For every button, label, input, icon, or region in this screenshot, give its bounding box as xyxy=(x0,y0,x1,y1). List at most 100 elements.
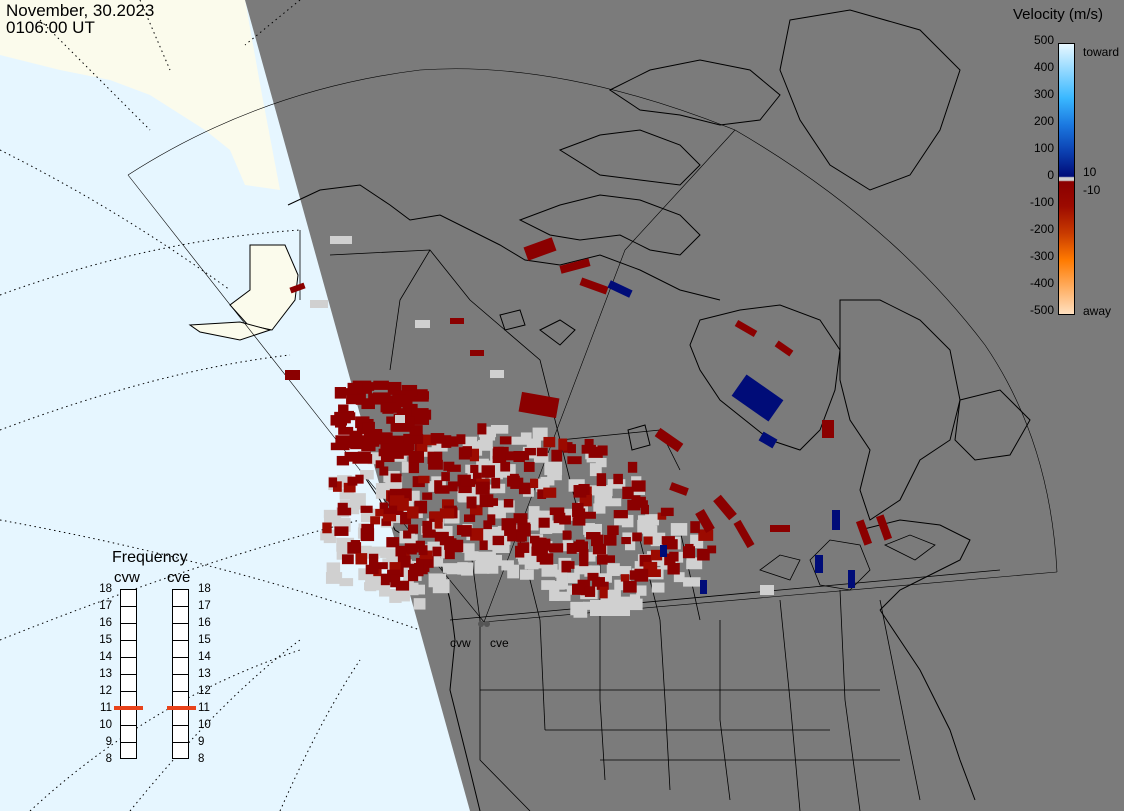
scatter-cell xyxy=(697,548,710,561)
velocity-tick: 100 xyxy=(1033,141,1054,155)
scatter-cell xyxy=(618,566,632,575)
frequency-tick: 10 xyxy=(198,719,211,731)
scatter-cell xyxy=(551,449,563,462)
scatter-cell xyxy=(492,448,504,459)
scatter-cell xyxy=(605,589,621,602)
scatter-cell xyxy=(408,462,420,474)
scatter-cell xyxy=(501,518,517,531)
scatter-cell xyxy=(487,514,496,526)
scatter-cell xyxy=(549,507,565,516)
scatter-cell xyxy=(372,392,391,405)
scatter-cell xyxy=(832,510,840,530)
scatter-cell xyxy=(613,473,623,485)
scatter-cell xyxy=(567,456,582,465)
velocity-tick: 0 xyxy=(1047,168,1054,182)
scatter-cell xyxy=(403,530,412,539)
scatter-cell xyxy=(487,498,499,506)
velocity-tick: 300 xyxy=(1033,87,1054,101)
coastlines xyxy=(287,9,1031,811)
scatter-cell xyxy=(490,370,504,378)
scatter-cell xyxy=(713,494,737,521)
scatter-cell xyxy=(558,438,568,451)
scatter-cell xyxy=(562,530,572,540)
scatter-cell xyxy=(395,415,405,423)
scatter-cell xyxy=(481,529,494,541)
scatter-cell xyxy=(409,393,429,402)
scatter-cell xyxy=(629,594,641,608)
scatter-cell xyxy=(454,539,464,553)
scatter-cell xyxy=(469,448,479,462)
scatter-cell xyxy=(338,426,354,435)
scatter-cell xyxy=(587,572,599,581)
scatter-cell xyxy=(614,514,629,526)
scatter-cell xyxy=(380,548,397,558)
scatter-cell xyxy=(855,519,873,546)
scatter-cell xyxy=(365,580,377,592)
scatter-cell xyxy=(594,498,605,512)
frequency-tick: 16 xyxy=(99,617,112,629)
scatter-cell xyxy=(574,565,592,575)
scatter-cell xyxy=(595,457,607,468)
scatter-cell xyxy=(815,555,823,573)
scatter-cell xyxy=(621,536,631,545)
scatter-cell xyxy=(573,541,588,553)
scatter-cell xyxy=(543,487,557,498)
scatter-cell xyxy=(408,450,424,463)
scatter-cell xyxy=(518,482,531,495)
scatter-cell xyxy=(650,532,666,547)
scatter-cell xyxy=(432,546,442,557)
scatter-cell xyxy=(375,460,385,469)
scatter-cell xyxy=(684,543,694,556)
scatter-cell xyxy=(406,582,419,592)
scatter-cell xyxy=(606,563,620,576)
scatter-cell xyxy=(370,452,384,462)
scatter-cell xyxy=(566,542,577,554)
scatter-cell xyxy=(416,440,428,452)
frequency-tick: 12 xyxy=(99,685,112,697)
scatter-cell xyxy=(636,585,647,596)
scatter-cell xyxy=(524,447,536,456)
frequency-radar-cvw: cvw xyxy=(114,569,140,586)
scatter-cell xyxy=(686,557,703,570)
scatter-cell xyxy=(631,480,646,492)
scatter-cell xyxy=(667,563,680,575)
scatter-cell xyxy=(370,516,381,525)
scatter-cell xyxy=(389,488,405,500)
scatter-cell xyxy=(334,387,346,399)
scatter-cell xyxy=(536,447,548,457)
scatter-cell xyxy=(360,509,373,523)
scatter-cell xyxy=(422,520,433,534)
scatter-cell xyxy=(386,537,400,548)
scatter-cell xyxy=(581,444,596,454)
scatter-cell xyxy=(328,477,338,488)
scatter-cell xyxy=(477,423,487,435)
scatter-cell xyxy=(330,236,352,244)
frequency-tick: 13 xyxy=(99,668,112,680)
scatter-cell xyxy=(491,477,501,489)
scatter-cell xyxy=(425,558,444,567)
scatter-cell xyxy=(774,340,794,357)
scatter-cell xyxy=(456,434,466,445)
scatter-cell xyxy=(407,506,419,519)
scatter-cell xyxy=(347,382,363,392)
scatter-cell xyxy=(441,499,454,509)
scatter-cell xyxy=(382,507,393,517)
scatter-cell xyxy=(470,350,484,356)
scatter-cell xyxy=(533,452,549,463)
frequency-title: Frequency xyxy=(112,549,188,566)
velocity-tick: -300 xyxy=(1029,249,1054,263)
scatter-cell xyxy=(758,431,778,449)
scatter-cell xyxy=(507,564,520,579)
scatter-cell xyxy=(427,541,444,551)
scatter-cell xyxy=(695,508,715,534)
scatter-cell xyxy=(395,545,407,557)
scatter-cell xyxy=(541,564,558,577)
scatter-cell xyxy=(441,472,450,482)
velocity-tick: 500 xyxy=(1033,33,1054,47)
scatter-cell xyxy=(474,560,490,574)
scatter-cell xyxy=(389,562,401,573)
velocity-tick: 200 xyxy=(1033,114,1054,128)
scatter-cell xyxy=(422,434,437,446)
scatter-cell xyxy=(627,499,641,511)
scatter-cell xyxy=(875,514,893,541)
